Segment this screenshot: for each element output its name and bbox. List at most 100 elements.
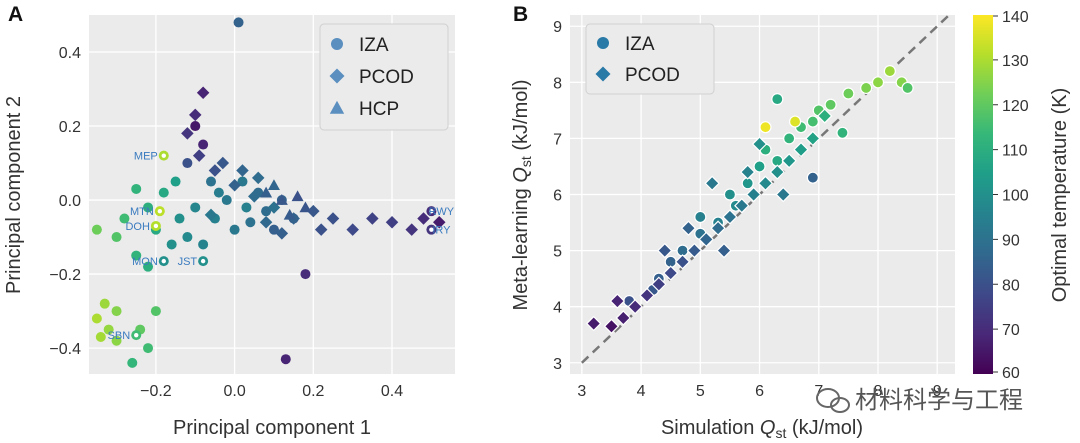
data-point-diamond <box>251 171 265 185</box>
y-tick-label: 7 <box>553 131 562 148</box>
colorbar-tick-label: 110 <box>1002 143 1028 160</box>
data-point-circle <box>111 306 122 317</box>
data-point-circle <box>871 76 885 89</box>
data-point-diamond <box>615 310 632 326</box>
panel-b-ylabel: Meta-learning Qst (kJ/mol) <box>510 80 534 311</box>
data-point-diamond <box>181 127 194 140</box>
data-point-diamond <box>609 293 626 309</box>
data-point-circle <box>824 98 837 111</box>
annotation-marker <box>429 208 434 214</box>
panel-a-points <box>91 17 446 368</box>
data-point-diamond <box>433 216 446 229</box>
data-point-circle <box>198 239 209 250</box>
data-point-circle <box>213 187 224 198</box>
data-point-diamond <box>680 220 697 236</box>
panel-b-legend-items: IZA PCOD <box>595 34 680 86</box>
data-point-diamond <box>775 186 791 203</box>
panel-b-xlabel: Simulation Qst (kJ/mol) <box>661 417 863 441</box>
y-tick-label: 8 <box>553 75 562 92</box>
panel-b-points <box>585 64 914 335</box>
data-point-circle <box>150 306 161 317</box>
watermark-text: 材料科学与工程 <box>855 386 1023 414</box>
panel-b-legend-box <box>585 23 715 95</box>
data-point-circle <box>95 331 106 342</box>
x-tick-label: 6 <box>755 383 764 400</box>
annotation-label: JST <box>178 256 198 268</box>
x-tick-label: 3 <box>577 383 586 400</box>
data-point-circle <box>806 171 819 184</box>
data-point-circle <box>127 357 138 368</box>
data-point-circle <box>241 202 252 213</box>
colorbar-tick-label: 90 <box>1002 232 1020 249</box>
legend-label: HCP <box>359 99 399 120</box>
colorbar-tick-label: 80 <box>1002 277 1020 294</box>
data-point-diamond <box>248 190 261 203</box>
data-point-diamond <box>757 175 774 192</box>
data-point-circle <box>883 64 896 78</box>
colorbar-ticks: 60 70 80 90 100 110 120 130 140 <box>993 9 1029 382</box>
data-point-diamond <box>275 227 289 240</box>
x-tick-label: 4 <box>637 383 646 400</box>
panel-a-ylabel: Principal component 2 <box>3 96 25 294</box>
data-point-circle <box>182 232 193 243</box>
legend-marker-circle <box>597 37 609 49</box>
data-point-diamond <box>651 276 667 292</box>
data-point-diamond <box>674 254 691 270</box>
data-point-diamond <box>314 223 328 236</box>
data-point-circle <box>119 213 130 224</box>
data-point-circle <box>237 176 248 187</box>
y-tick-label: 4 <box>553 300 562 317</box>
wechat-icon <box>816 388 850 413</box>
data-point-circle <box>111 232 122 243</box>
data-point-diamond <box>417 212 430 225</box>
annotation-label: IRY <box>432 225 451 237</box>
data-point-circle <box>788 115 802 128</box>
data-point-circle <box>131 183 142 194</box>
data-point-circle <box>759 121 772 134</box>
data-point-circle <box>221 195 232 206</box>
data-point-circle <box>206 176 216 187</box>
annotation-marker <box>134 332 139 338</box>
colorbar-tick-label: 130 <box>1002 53 1029 70</box>
data-point-diamond <box>405 223 418 236</box>
data-point-circle <box>198 139 209 150</box>
annotation-marker <box>200 258 206 264</box>
annotation-label: MTN <box>130 206 154 218</box>
panel-a-legend-box <box>319 23 449 131</box>
colorbar-tick-label: 60 <box>1002 365 1020 382</box>
data-point-diamond <box>208 164 222 177</box>
annotation-label: SBN <box>108 330 131 342</box>
legend-marker-triangle <box>329 100 345 114</box>
data-point-circle <box>143 202 154 213</box>
panel-b-yticks: 3 4 5 6 7 8 9 <box>553 19 562 373</box>
panel-a-legend-items: IZA PCOD HCP <box>329 35 414 120</box>
y-tick-label: −0.4 <box>49 341 81 358</box>
annotation-label: MON <box>132 256 158 268</box>
data-point-triangle <box>299 201 312 213</box>
colorbar-label: Optimal temperature (K) <box>1049 88 1071 303</box>
data-point-diamond <box>816 108 833 124</box>
x-tick-label: 8 <box>874 383 883 400</box>
data-point-triangle <box>275 194 288 205</box>
data-point-diamond <box>686 242 703 259</box>
data-point-circle <box>261 206 272 217</box>
data-point-diamond <box>805 130 821 147</box>
panel-b-xticks: 3 4 5 6 7 8 9 <box>577 383 941 400</box>
colorbar-tick-label: 120 <box>1002 98 1029 115</box>
data-point-circle <box>229 224 240 235</box>
data-point-circle <box>723 188 737 201</box>
data-point-diamond <box>366 212 379 225</box>
data-point-diamond <box>639 287 655 304</box>
data-point-diamond <box>716 242 732 259</box>
data-point-diamond <box>216 156 230 170</box>
data-point-circle <box>190 202 201 213</box>
data-point-diamond <box>189 108 202 122</box>
panel-a-xlabel: Principal component 1 <box>173 417 371 439</box>
panel-a-yticks: −0.4 −0.2 0.0 0.2 0.4 <box>49 45 81 358</box>
data-point-diamond <box>781 153 797 169</box>
colorbar-tick-label: 70 <box>1002 322 1020 339</box>
colorbar-tick-label: 140 <box>1002 9 1029 26</box>
legend-label: IZA <box>625 34 655 55</box>
